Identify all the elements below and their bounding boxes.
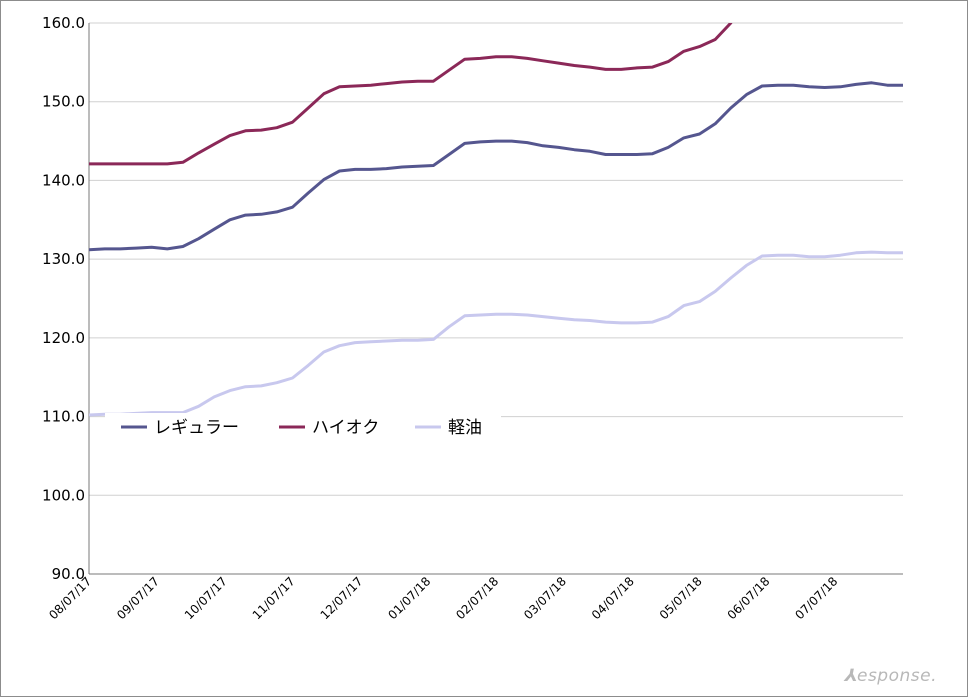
xtick-label-9: 05/07/18 bbox=[657, 574, 705, 622]
xtick-label-4: 12/07/17 bbox=[318, 574, 366, 622]
xtick-label-3: 11/07/17 bbox=[250, 574, 298, 622]
xtick-label-10: 06/07/18 bbox=[725, 574, 773, 622]
x-axis-tick-labels: 08/07/17 09/07/17 10/07/17 11/07/17 12/07/17… bbox=[46, 574, 840, 622]
ytick-label-3: 130.0 bbox=[42, 250, 85, 268]
watermark-text: esponse. bbox=[856, 666, 937, 686]
xtick-label-5: 01/07/18 bbox=[385, 574, 433, 622]
legend: レギュラー ハイオク 軽油 bbox=[105, 413, 501, 443]
series-line-0 bbox=[89, 81, 903, 252]
ytick-label-5: 110.0 bbox=[42, 408, 85, 426]
response-watermark: ⅄esponse. bbox=[844, 666, 937, 686]
ytick-label-0: 160.0 bbox=[42, 14, 85, 32]
y-axis-tick-labels: 160.0 150.0 140.0 130.0 120.0 110.0 100.0 90.0 bbox=[42, 14, 85, 583]
xtick-label-8: 04/07/18 bbox=[589, 574, 637, 622]
response-logo-icon: ⅄ bbox=[843, 666, 857, 686]
ytick-label-7: 90.0 bbox=[52, 565, 85, 583]
legend-label-1: ハイオク bbox=[312, 418, 379, 438]
xtick-label-2: 10/07/17 bbox=[182, 574, 230, 622]
axes bbox=[88, 23, 903, 575]
xtick-label-6: 02/07/18 bbox=[453, 574, 501, 622]
ytick-label-2: 140.0 bbox=[42, 171, 85, 189]
series-lines bbox=[89, 23, 903, 417]
xtick-label-7: 03/07/18 bbox=[521, 574, 569, 622]
ytick-label-1: 150.0 bbox=[42, 93, 85, 111]
ytick-label-6: 100.0 bbox=[42, 486, 85, 504]
xtick-label-1: 09/07/17 bbox=[114, 574, 162, 622]
series-line-1 bbox=[89, 23, 733, 166]
ytick-label-4: 120.0 bbox=[42, 329, 85, 347]
series-line-2 bbox=[89, 250, 903, 417]
legend-label-2: 軽油 bbox=[448, 418, 482, 438]
xtick-label-11: 07/07/18 bbox=[792, 574, 840, 622]
legend-label-0: レギュラー bbox=[154, 418, 239, 438]
